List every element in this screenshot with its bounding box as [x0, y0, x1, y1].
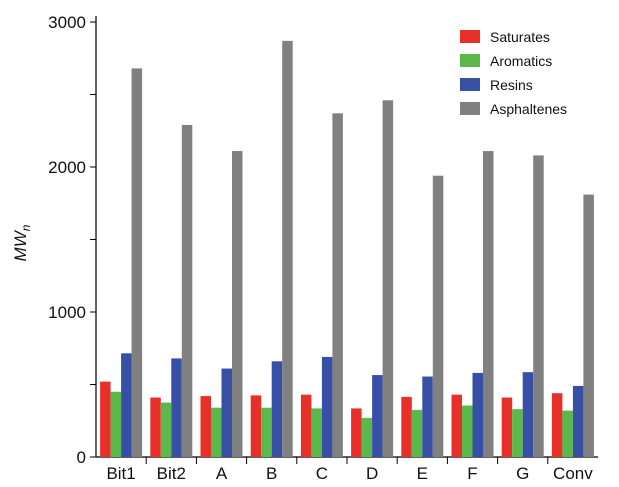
bar-saturates-b — [250, 395, 262, 457]
y-tick-label: 3000 — [48, 13, 86, 32]
bar-aromatics-e — [411, 409, 423, 457]
x-tick-label: G — [516, 464, 529, 483]
bar-aromatics-d — [361, 417, 373, 457]
legend-label-resins: Resins — [490, 77, 533, 93]
legend-swatch-resins — [460, 78, 480, 91]
bar-asphaltenes-g — [533, 155, 544, 457]
y-tick-labels: 0 1000 2000 3000 — [48, 13, 86, 467]
bar-resins-bit1 — [121, 353, 132, 457]
bar-saturates-conv — [551, 393, 563, 457]
x-tick-label: Bit2 — [157, 464, 186, 483]
bar-asphaltenes-bit1 — [131, 68, 143, 458]
bar-saturates-f — [451, 394, 462, 457]
x-tick-label: C — [316, 464, 328, 483]
bar-saturates-bit2 — [150, 397, 161, 457]
legend-swatch-aromatics — [460, 54, 480, 67]
y-tick-label: 0 — [77, 448, 86, 467]
bar-aromatics-f — [462, 405, 473, 457]
bar-asphaltenes-c — [332, 113, 343, 457]
bar-saturates-bit1 — [100, 381, 111, 457]
bar-asphaltenes-conv — [583, 194, 594, 458]
x-tick-label: A — [216, 464, 228, 483]
bar-resins-a — [221, 368, 232, 457]
bar-aromatics-b — [261, 407, 272, 457]
bar-resins-g — [522, 372, 534, 457]
bars — [100, 40, 594, 458]
bar-saturates-g — [501, 397, 513, 457]
bar-saturates-a — [200, 396, 211, 457]
x-tick-label: Conv — [553, 464, 593, 483]
x-tick-label: B — [266, 464, 277, 483]
bar-resins-bit2 — [171, 358, 182, 457]
legend-label-saturates: Saturates — [490, 29, 550, 45]
bar-resins-d — [372, 375, 383, 457]
legend-label-aromatics: Aromatics — [490, 53, 552, 69]
bar-saturates-d — [351, 408, 362, 457]
x-tick-label: F — [467, 464, 477, 483]
bar-aromatics-bit1 — [110, 391, 122, 457]
x-tick-label: Bit1 — [106, 464, 135, 483]
bar-resins-b — [271, 361, 283, 457]
bar-resins-conv — [572, 385, 584, 457]
bar-asphaltenes-e — [432, 175, 444, 457]
bar-saturates-c — [300, 394, 312, 457]
x-tick-labels: Bit1 Bit2 A B C D E F G Conv — [106, 464, 593, 483]
bar-asphaltenes-b — [282, 40, 293, 457]
y-axis-label-main: MW — [11, 229, 30, 261]
bar-resins-c — [321, 356, 333, 457]
y-axis-label-subscript: n — [19, 224, 33, 231]
bar-asphaltenes-d — [382, 100, 394, 458]
bar-asphaltenes-f — [483, 151, 494, 458]
y-tick-label: 2000 — [48, 158, 86, 177]
bar-resins-f — [472, 372, 483, 457]
bar-aromatics-g — [512, 409, 523, 457]
bar-asphaltenes-a — [232, 151, 243, 458]
bar-resins-e — [422, 376, 433, 457]
legend-label-asphaltenes: Asphaltenes — [490, 101, 567, 117]
legend-swatch-asphaltenes — [460, 102, 480, 115]
bar-aromatics-bit2 — [160, 402, 172, 457]
bar-saturates-e — [401, 396, 412, 457]
bar-aromatics-c — [311, 408, 322, 457]
bar-aromatics-a — [211, 407, 222, 457]
x-tick-label: E — [417, 464, 428, 483]
bar-aromatics-conv — [562, 410, 573, 457]
y-axis-label: MWn — [11, 224, 33, 261]
legend: Saturates Aromatics Resins Asphaltenes — [460, 29, 567, 117]
x-tick-label: D — [366, 464, 378, 483]
bar-asphaltenes-bit2 — [181, 124, 193, 457]
legend-swatch-saturates — [460, 30, 480, 43]
y-tick-label: 1000 — [48, 303, 86, 322]
